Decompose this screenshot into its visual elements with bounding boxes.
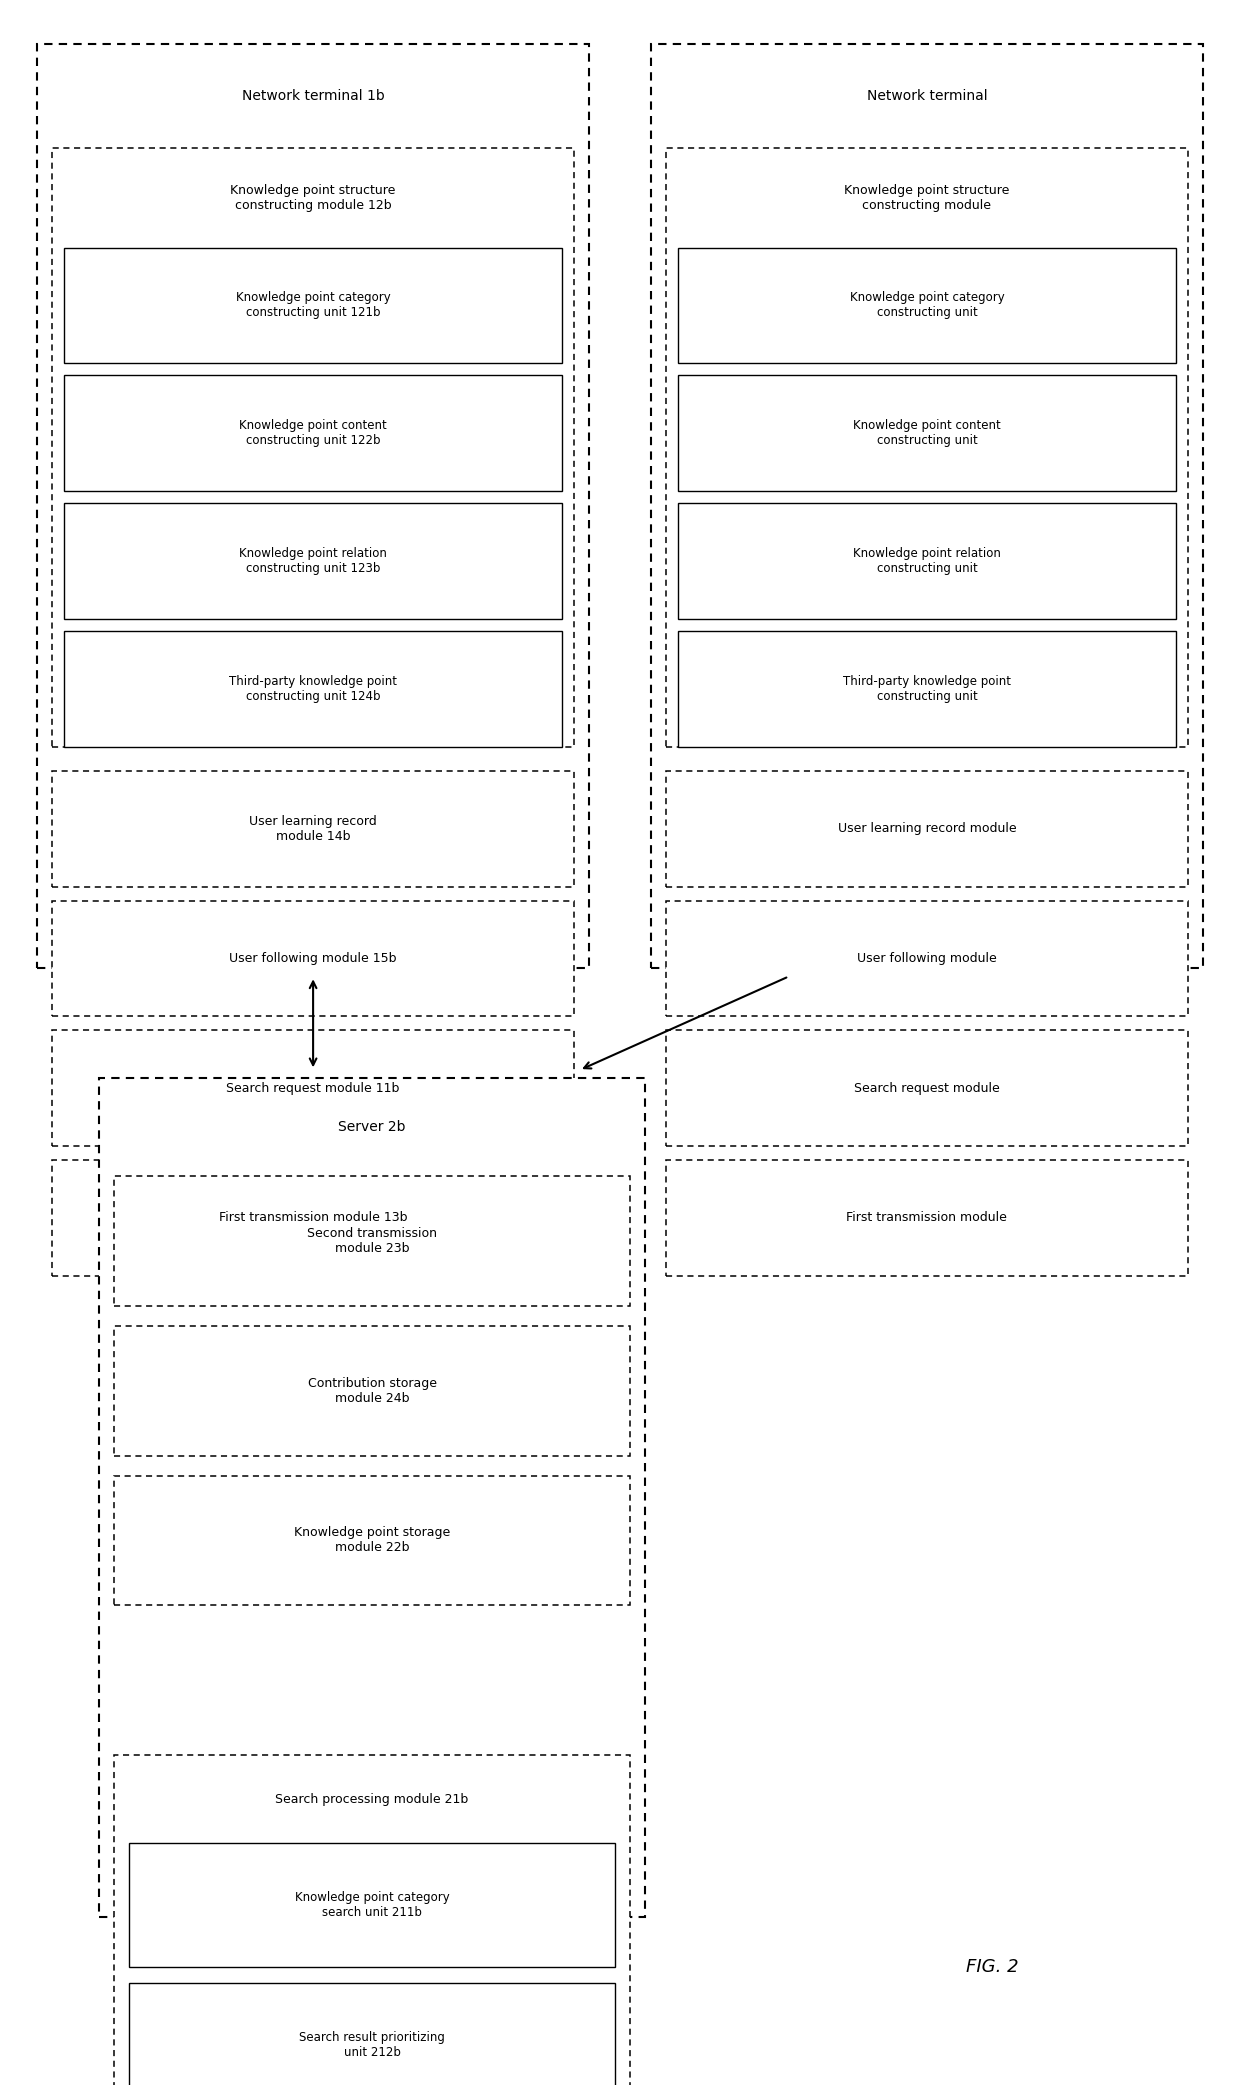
Bar	[666, 901, 1188, 1015]
Bar	[114, 1476, 630, 1605]
Text: User learning record module: User learning record module	[837, 821, 1017, 836]
Bar	[678, 375, 1176, 492]
Text: Search processing module 21b: Search processing module 21b	[275, 1793, 469, 1806]
Bar	[52, 148, 574, 746]
Text: Knowledge point structure
constructing module: Knowledge point structure constructing m…	[844, 183, 1009, 213]
Text: User following module: User following module	[857, 953, 997, 965]
Text: Search request module 11b: Search request module 11b	[227, 1082, 399, 1095]
Text: Third-party knowledge point
constructing unit: Third-party knowledge point constructing…	[843, 676, 1011, 703]
Text: Contribution storage
module 24b: Contribution storage module 24b	[308, 1376, 436, 1405]
Text: Knowledge point relation
constructing unit: Knowledge point relation constructing un…	[853, 546, 1001, 575]
Bar	[666, 148, 1188, 746]
Bar	[129, 1843, 615, 1966]
Text: Knowledge point category
search unit 211b: Knowledge point category search unit 211…	[295, 1891, 449, 1918]
Text: Knowledge point content
constructing unit 122b: Knowledge point content constructing uni…	[239, 419, 387, 448]
Bar	[52, 1030, 574, 1147]
Bar	[678, 502, 1176, 619]
Text: Knowledge point category
constructing unit: Knowledge point category constructing un…	[849, 292, 1004, 319]
Text: Search result prioritizing
unit 212b: Search result prioritizing unit 212b	[299, 2031, 445, 2058]
Text: FIG. 2: FIG. 2	[966, 1958, 1018, 1977]
Bar	[129, 1983, 615, 2085]
Text: User following module 15b: User following module 15b	[229, 953, 397, 965]
Bar	[52, 1159, 574, 1276]
Bar	[99, 1078, 645, 1916]
Text: Search request module: Search request module	[854, 1082, 999, 1095]
Bar	[64, 502, 562, 619]
Text: User learning record
module 14b: User learning record module 14b	[249, 815, 377, 842]
Text: Third-party knowledge point
constructing unit 124b: Third-party knowledge point constructing…	[229, 676, 397, 703]
Bar	[64, 375, 562, 492]
Text: Network terminal 1b: Network terminal 1b	[242, 90, 384, 102]
Bar	[52, 771, 574, 886]
Text: Knowledge point relation
constructing unit 123b: Knowledge point relation constructing un…	[239, 546, 387, 575]
Bar	[666, 1030, 1188, 1147]
Text: Network terminal: Network terminal	[867, 90, 987, 102]
Text: Server 2b: Server 2b	[339, 1120, 405, 1134]
Bar	[114, 1756, 630, 2085]
Text: First transmission module 13b: First transmission module 13b	[218, 1211, 408, 1224]
Bar	[37, 44, 589, 967]
Bar	[666, 771, 1188, 886]
Bar	[114, 1176, 630, 1305]
Bar	[64, 632, 562, 746]
Bar	[114, 1326, 630, 1455]
Bar	[678, 248, 1176, 363]
Bar	[64, 248, 562, 363]
Bar	[52, 901, 574, 1015]
Text: Knowledge point storage
module 22b: Knowledge point storage module 22b	[294, 1526, 450, 1555]
Text: Second transmission
module 23b: Second transmission module 23b	[308, 1226, 436, 1255]
Text: Knowledge point content
constructing unit: Knowledge point content constructing uni…	[853, 419, 1001, 448]
Text: Knowledge point structure
constructing module 12b: Knowledge point structure constructing m…	[231, 183, 396, 213]
Bar	[666, 1159, 1188, 1276]
Text: Knowledge point category
constructing unit 121b: Knowledge point category constructing un…	[236, 292, 391, 319]
Bar	[651, 44, 1203, 967]
Text: First transmission module: First transmission module	[847, 1211, 1007, 1224]
Bar	[678, 632, 1176, 746]
